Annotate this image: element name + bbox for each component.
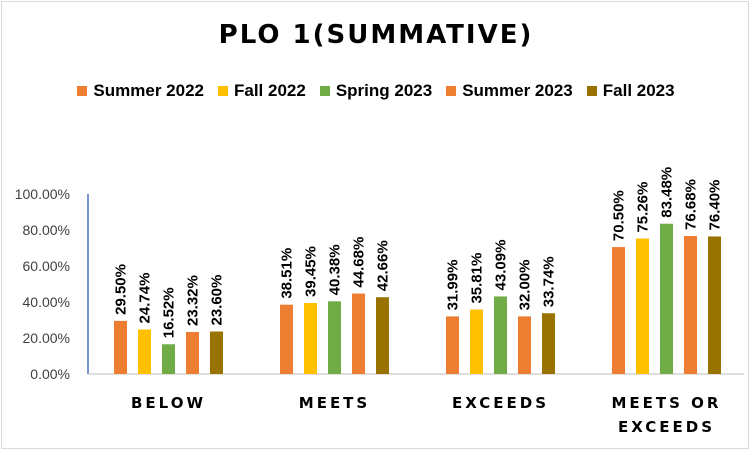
chart-title: PLO 1(SUMMATIVE) xyxy=(218,20,534,50)
data-label: 23.32% xyxy=(185,275,202,326)
legend-label: Summer 2022 xyxy=(93,81,204,100)
legend-item-spring-2023: Spring 2023 xyxy=(319,81,433,101)
data-label: 24.74% xyxy=(137,273,154,324)
bar xyxy=(186,332,199,374)
bar xyxy=(114,320,127,374)
bar xyxy=(280,304,293,374)
data-label: 35.81% xyxy=(469,253,486,304)
data-label: 43.09% xyxy=(493,240,510,291)
data-label: 23.60% xyxy=(209,275,226,326)
bar xyxy=(518,316,531,374)
legend-item-summer-2022: Summer 2022 xyxy=(77,81,204,101)
x-category-label: MEETS xyxy=(299,394,370,412)
data-label: 44.68% xyxy=(351,237,368,288)
bar xyxy=(304,302,317,374)
bar xyxy=(328,301,341,374)
data-label: 33.74% xyxy=(541,256,558,307)
bar xyxy=(446,316,459,374)
legend-label: Fall 2022 xyxy=(233,81,306,100)
legend-item-summer-2023: Summer 2023 xyxy=(446,81,573,101)
chart-legend: Summer 2022 Fall 2022 Spring 2023 Summer… xyxy=(0,80,752,102)
bar xyxy=(162,344,175,374)
bar xyxy=(376,297,389,374)
data-label: 38.51% xyxy=(279,248,296,299)
y-tick-label: 80.00% xyxy=(23,222,70,238)
data-label: 70.50% xyxy=(611,190,628,241)
legend-label: Fall 2023 xyxy=(602,81,675,100)
data-label: 39.45% xyxy=(303,246,320,297)
y-tick-label: 40.00% xyxy=(23,294,70,310)
bar xyxy=(636,238,649,374)
legend-swatch xyxy=(77,86,88,96)
data-label: 40.38% xyxy=(327,244,344,295)
bar xyxy=(470,309,483,374)
x-category-label: EXCEEDS xyxy=(452,394,549,412)
data-label: 42.66% xyxy=(375,240,392,291)
bar xyxy=(352,293,365,374)
x-category-label: EXCEEDS xyxy=(618,418,715,436)
y-tick-label: 60.00% xyxy=(23,258,70,274)
bar xyxy=(708,236,721,374)
legend-swatch xyxy=(446,86,457,96)
data-label: 31.99% xyxy=(445,260,462,311)
data-label: 75.26% xyxy=(635,182,652,233)
y-tick-label: 0.00% xyxy=(30,366,70,382)
bar xyxy=(210,331,223,374)
bar xyxy=(138,329,151,374)
data-label: 16.52% xyxy=(161,287,178,338)
bar xyxy=(660,223,673,374)
legend-swatch xyxy=(217,86,228,96)
bar xyxy=(612,247,625,374)
data-label: 32.00% xyxy=(517,260,534,311)
bar xyxy=(684,235,697,374)
data-label: 76.68% xyxy=(683,179,700,230)
data-label: 29.50% xyxy=(113,264,130,315)
legend-label: Summer 2023 xyxy=(462,81,573,100)
bar xyxy=(542,313,555,374)
bar xyxy=(494,296,507,374)
y-tick-label: 100.00% xyxy=(15,186,70,202)
y-tick-label: 20.00% xyxy=(23,330,70,346)
legend-item-fall-2022: Fall 2022 xyxy=(217,81,306,101)
legend-swatch xyxy=(586,86,597,96)
data-label: 83.48% xyxy=(659,167,676,218)
legend-swatch xyxy=(319,86,330,96)
x-category-label: BELOW xyxy=(131,394,206,412)
data-label: 76.40% xyxy=(707,180,724,231)
x-category-label: MEETS OR xyxy=(612,394,722,412)
legend-label: Spring 2023 xyxy=(335,81,433,100)
legend-item-fall-2023: Fall 2023 xyxy=(586,81,675,101)
